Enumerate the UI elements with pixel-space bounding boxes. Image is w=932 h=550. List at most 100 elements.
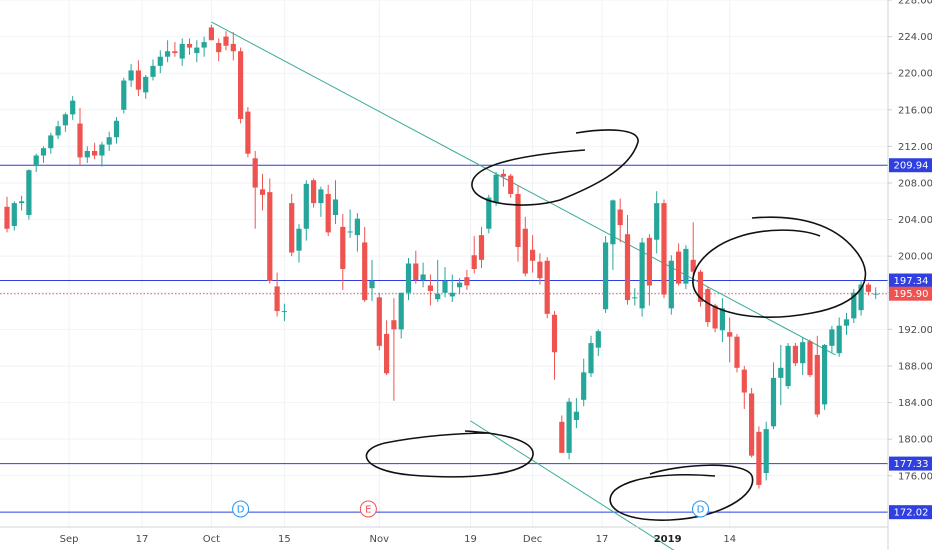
candle [442,267,448,298]
candle [26,169,32,220]
y-tick-label: 200.00 [898,252,932,263]
candle-body [121,80,127,110]
candle [289,193,295,257]
x-tick-label: Oct [203,534,220,545]
candle-body [289,203,295,253]
candle-body [70,100,76,115]
level-badge-last-price [889,286,932,301]
time-axis[interactable]: Sep 17 Oct 15 Nov 19 Dec 17 2019 14 [60,534,736,545]
candle [464,269,470,291]
candle-body [420,274,426,280]
event-marker[interactable]: D [692,500,709,518]
candle [106,131,112,151]
horizontal-levels [0,164,888,513]
lower-trendline[interactable] [470,420,701,550]
candle [719,298,725,343]
candle-body [610,200,616,245]
candle-body [26,170,32,216]
candle-body [106,137,112,145]
candle-body [778,367,784,378]
candle [340,214,346,291]
x-tick-label: 19 [464,534,477,545]
candle [478,226,485,269]
candle-body [654,203,660,240]
candle [384,320,390,376]
candle-body [515,193,521,248]
event-marker[interactable]: E [359,500,377,518]
candle-body [165,51,171,57]
candle [354,213,360,252]
candle-body [573,411,579,420]
candle-body [318,189,324,204]
candle [683,245,689,290]
candle [150,59,156,81]
candle [376,292,382,351]
event-marker-circle[interactable] [359,500,377,518]
candle-body [741,369,747,393]
candle-body [690,259,696,272]
y-tick-label: 228.00 [898,0,932,7]
candle-body [230,43,236,52]
candle-body [135,70,141,90]
candle-body [128,70,134,81]
candle [792,343,798,366]
upper-trendline[interactable] [211,21,836,356]
candle-body [697,271,704,302]
candle-body [384,333,390,374]
drawn-ellipse-second-low [609,464,754,521]
candle [413,250,419,284]
candle [559,415,565,453]
candle-body [332,199,339,216]
level-label-last-price: 195.90 [894,289,929,300]
candle [749,387,755,458]
candle-body [588,343,594,374]
candle [654,191,660,254]
freehand-drawings [365,129,867,521]
candle-body [172,51,178,54]
candle-body [369,280,375,289]
event-marker-circle[interactable] [692,500,709,518]
level-badge-resistance-2 [889,273,932,288]
candle [274,272,280,317]
level-labels: 209.94 197.34 195.90 177.33 172.02 [889,158,932,520]
candle [537,253,543,285]
event-marker-circle[interactable] [232,500,250,518]
candle-body [340,226,346,269]
candle [829,325,835,353]
candle-body [537,261,543,279]
drawn-ellipse-support-low [365,430,534,478]
candle-body [113,120,120,138]
candle-body [639,242,645,309]
candle-body [99,144,105,156]
candle-body [391,320,397,330]
candle [741,365,747,409]
candle-body [595,331,601,348]
candle-body [668,260,674,309]
x-tick-label: 17 [136,534,149,545]
candle [179,38,185,66]
level-badge-support [889,456,932,471]
candle-body [252,158,258,188]
candle [807,339,813,377]
candle [873,287,879,300]
level-badge-support-2 [889,505,932,520]
event-marker[interactable]: D [232,500,250,518]
candle-body [493,174,499,204]
candle [121,77,127,114]
candle [617,198,623,243]
candle-body [55,126,61,136]
candle [551,311,558,380]
candle [508,173,514,198]
candle [62,112,68,132]
candle-body [442,280,448,293]
candle [697,269,704,307]
candle [230,32,236,61]
candle-body [632,297,638,299]
candle [588,335,594,377]
candle [391,298,397,401]
level-label-resistance-2: 197.34 [894,276,929,287]
candle-body [464,277,470,286]
candle-body [449,292,455,297]
